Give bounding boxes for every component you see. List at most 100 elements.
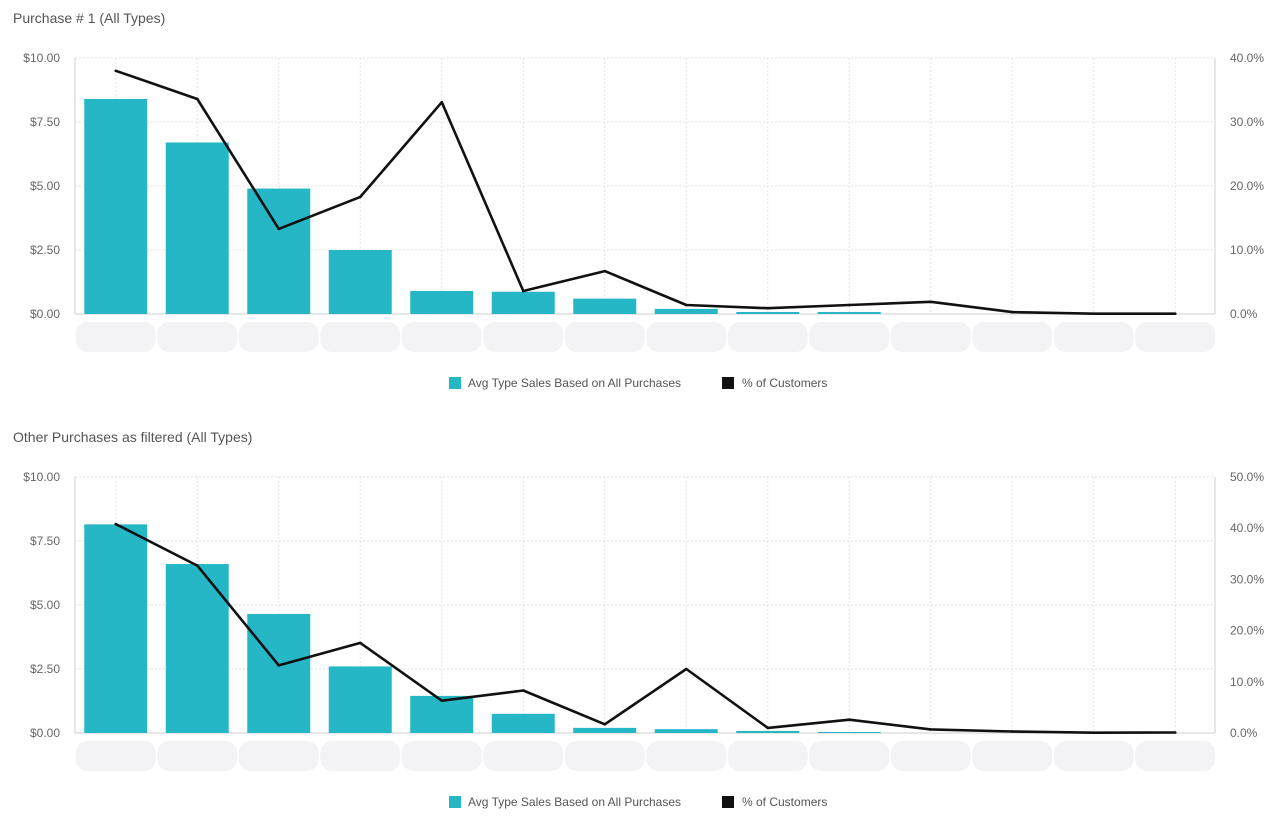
line-point — [195, 564, 199, 567]
y-right-tick-label: 10.0% — [1230, 675, 1264, 689]
line-point — [1010, 310, 1014, 314]
line-point — [358, 641, 362, 645]
y-left-tick-label: $10.00 — [23, 51, 60, 65]
line-point — [929, 728, 933, 731]
y-left-tick-label: $2.50 — [30, 662, 60, 676]
line-point — [114, 69, 118, 73]
line-point — [1173, 731, 1177, 734]
y-left-tick-label: $7.50 — [30, 115, 60, 129]
chart1-svg: $0.00 $2.50 $5.00 $7.50 $10.00 0.0% 10.0% 20.0%… — [23, 51, 1264, 390]
x-tick-label-blurred — [238, 741, 319, 771]
bar — [165, 142, 229, 314]
bar — [328, 666, 392, 733]
x-tick-label-blurred — [564, 322, 645, 352]
legend-label-line: % of Customers — [742, 795, 827, 809]
legend-label-bar: Avg Type Sales Based on All Purchases — [468, 376, 681, 390]
line-point — [277, 227, 281, 231]
legend-swatch-line — [722, 796, 734, 808]
y-right-tick-label: 50.0% — [1230, 470, 1264, 484]
line-point — [1092, 731, 1096, 735]
x-tick-label-blurred — [483, 322, 564, 352]
legend-swatch-line — [722, 377, 734, 389]
y-left-tick-label: $0.00 — [30, 726, 60, 740]
bar — [165, 564, 229, 733]
x-tick-label-blurred — [972, 741, 1053, 771]
x-tick-label-blurred — [1135, 322, 1216, 352]
y-left-tick-label: $10.00 — [23, 470, 60, 484]
x-tick-label-blurred — [1053, 741, 1134, 771]
line-point — [684, 667, 688, 671]
line-point — [766, 306, 770, 310]
y-right-tick-label: 20.0% — [1230, 179, 1264, 193]
chart2-title: Other Purchases as filtered (All Types) — [13, 429, 253, 445]
legend-label-line: % of Customers — [742, 376, 827, 390]
line-point — [277, 664, 281, 667]
x-tick-label-blurred — [646, 322, 727, 352]
line-point — [195, 97, 199, 101]
line-point — [603, 269, 607, 273]
y-right-tick-label: 40.0% — [1230, 521, 1264, 535]
line-point — [440, 100, 444, 104]
x-tick-label-blurred — [320, 322, 401, 352]
x-tick-label-blurred — [320, 741, 401, 771]
line-point — [603, 722, 607, 726]
x-tick-label-blurred — [809, 741, 890, 771]
bar — [654, 729, 718, 733]
bar — [817, 311, 881, 314]
x-tick-label-blurred — [972, 322, 1053, 352]
line-point — [440, 699, 444, 703]
bar — [817, 731, 881, 733]
series-line-pct-customers — [115, 522, 1176, 735]
y-left-tick-label: $2.50 — [30, 243, 60, 257]
x-tick-label-blurred — [809, 322, 890, 352]
line-point — [1010, 730, 1014, 733]
y-left-tick-label: $5.00 — [30, 179, 60, 193]
line-point — [929, 300, 933, 304]
x-tick-label-blurred — [75, 741, 156, 771]
x-tick-label-blurred — [564, 741, 645, 771]
series-line-pct-customers — [115, 69, 1176, 316]
chart1-title: Purchase # 1 (All Types) — [13, 10, 166, 26]
bar — [84, 98, 148, 315]
x-tick-label-blurred — [727, 322, 808, 352]
y-left-tick-label: $7.50 — [30, 534, 60, 548]
y-right-tick-label: 0.0% — [1230, 307, 1258, 321]
line-point — [847, 718, 851, 721]
x-tick-label-blurred — [401, 322, 482, 352]
bar — [491, 291, 555, 314]
line-point — [114, 522, 118, 526]
x-tick-label-blurred — [890, 322, 971, 352]
x-tick-label-blurred — [75, 322, 156, 352]
line-point — [1173, 312, 1177, 315]
y-right-tick-label: 40.0% — [1230, 51, 1264, 65]
x-tick-label-blurred — [1135, 741, 1216, 771]
bar — [247, 188, 311, 314]
x-tick-label-blurred — [890, 741, 971, 771]
legend-swatch-bar — [449, 796, 461, 808]
legend-label-bar: Avg Type Sales Based on All Purchases — [468, 795, 681, 809]
bar — [654, 308, 718, 314]
legend-swatch-bar — [449, 377, 461, 389]
line-point — [521, 289, 525, 293]
bar — [573, 727, 637, 733]
line-point — [684, 303, 688, 307]
y-right-tick-label: 0.0% — [1230, 726, 1258, 740]
line-point — [358, 195, 362, 199]
y-right-tick-label: 10.0% — [1230, 243, 1264, 257]
chart2-svg: $0.00 $2.50 $5.00 $7.50 $10.00 0.0% 10.0% 20.0%… — [23, 470, 1264, 809]
line-point — [1092, 312, 1096, 315]
x-tick-label-blurred — [157, 322, 238, 352]
x-tick-label-blurred — [646, 741, 727, 771]
y-left-tick-label: $0.00 — [30, 307, 60, 321]
x-tick-label-blurred — [727, 741, 808, 771]
line-point — [766, 726, 770, 730]
y-left-tick-label: $5.00 — [30, 598, 60, 612]
x-tick-label-blurred — [401, 741, 482, 771]
x-tick-label-blurred — [157, 741, 238, 771]
bar — [736, 311, 800, 314]
bar — [410, 695, 474, 733]
bar — [328, 250, 392, 314]
bar — [573, 298, 637, 314]
bar — [410, 290, 474, 314]
y-right-tick-label: 30.0% — [1230, 115, 1264, 129]
